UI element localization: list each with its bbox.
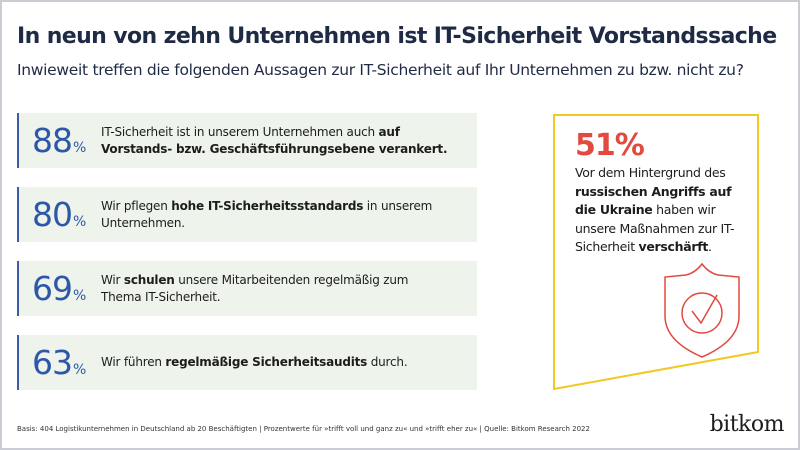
page-title: In neun von zehn Unternehmen ist IT-Sich… (17, 24, 777, 49)
bitkom-logo: bitkom (709, 412, 785, 437)
page-subtitle: Inwieweit treffen die folgenden Aussagen… (17, 61, 744, 79)
stat-row: 69% Wir schulen unsere Mitarbeitenden re… (17, 261, 477, 316)
stat-text: IT-Sicherheit ist in unserem Unternehmen… (101, 124, 448, 156)
stat-value: 80% (32, 195, 86, 234)
stat-row: 63% Wir führen regelmäßige Sicherheitsau… (17, 335, 477, 390)
footer-source: Basis: 404 Logistikunternehmen in Deutsc… (17, 425, 590, 433)
stat-value: 88% (32, 121, 86, 160)
stat-text: Wir führen regelmäßige Sicherheitsaudits… (101, 355, 408, 369)
stat-text: Wir schulen unsere Mitarbeitenden regelm… (101, 272, 409, 304)
highlight-text: Vor dem Hintergrund des russischen Angri… (575, 165, 735, 254)
highlight-box: 51% Vor dem Hintergrund des russischen A… (553, 114, 759, 390)
highlight-value: 51% (575, 128, 645, 163)
stat-row: 88% IT-Sicherheit ist in unserem Unterne… (17, 113, 477, 168)
stat-text: Wir pflegen hohe IT-Sicherheitsstandards… (101, 198, 433, 230)
shield-check-icon (664, 262, 740, 358)
highlight-border (553, 114, 759, 390)
stat-value: 69% (32, 269, 86, 308)
stat-row: 80% Wir pflegen hohe IT-Sicherheitsstand… (17, 187, 477, 242)
stat-value: 63% (32, 343, 86, 382)
